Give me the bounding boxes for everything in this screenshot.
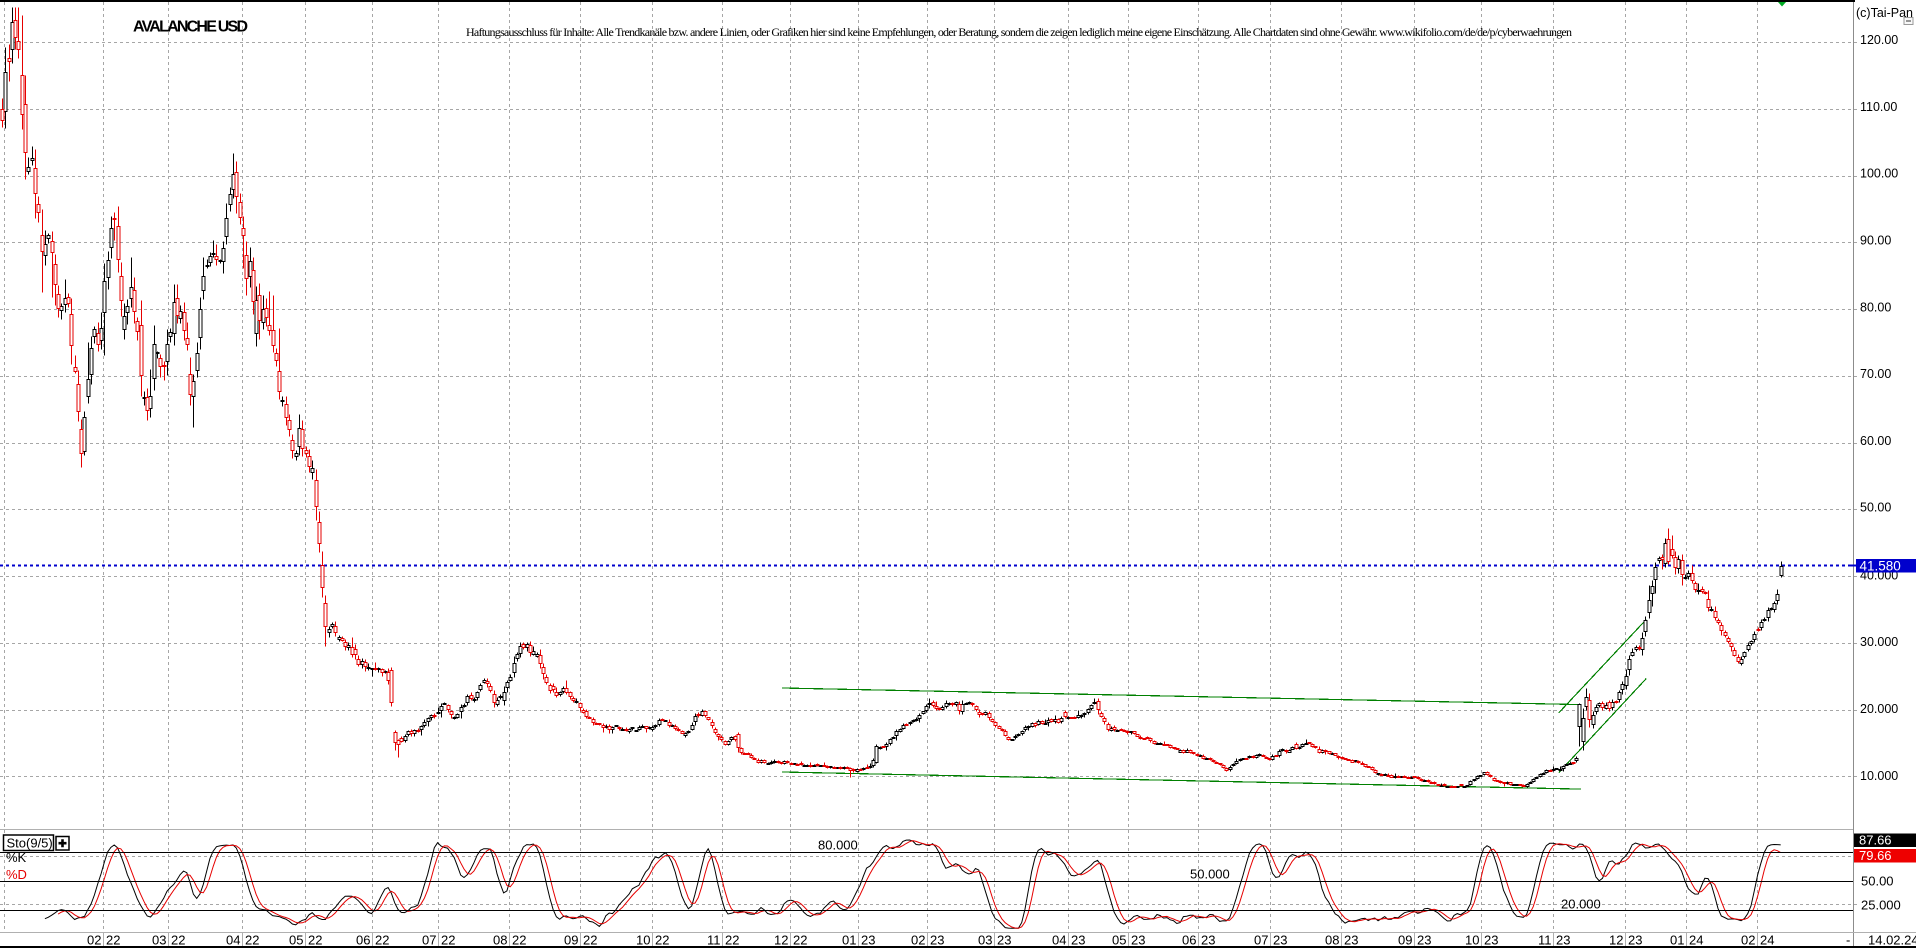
svg-text:23: 23: [1556, 933, 1570, 948]
svg-text:50.00: 50.00: [1861, 874, 1894, 889]
svg-text:23: 23: [1484, 933, 1498, 948]
svg-text:23: 23: [1273, 933, 1287, 948]
svg-text:80.000: 80.000: [818, 838, 858, 853]
svg-text:22: 22: [308, 933, 322, 948]
svg-text:12: 12: [1609, 933, 1623, 948]
svg-text:23: 23: [997, 933, 1011, 948]
svg-text:70.00: 70.00: [1860, 367, 1891, 381]
svg-text:110.00: 110.00: [1860, 100, 1897, 114]
svg-text:10: 10: [636, 933, 650, 948]
svg-text:23: 23: [1344, 933, 1358, 948]
svg-text:%D: %D: [6, 867, 27, 882]
svg-text:22: 22: [655, 933, 669, 948]
svg-text:11: 11: [707, 933, 721, 948]
svg-text:23: 23: [930, 933, 944, 948]
svg-text:23: 23: [1131, 933, 1145, 948]
svg-text:50.000: 50.000: [1190, 867, 1230, 882]
svg-text:22: 22: [793, 933, 807, 948]
svg-text:07: 07: [1254, 933, 1268, 948]
svg-text:02: 02: [1741, 933, 1755, 948]
svg-text:10.000: 10.000: [1860, 769, 1898, 783]
svg-text:22: 22: [245, 933, 259, 948]
svg-text:12: 12: [774, 933, 788, 948]
svg-text:22: 22: [375, 933, 389, 948]
svg-text:20.000: 20.000: [1860, 702, 1898, 716]
svg-text:Sto(9/5): Sto(9/5): [7, 836, 53, 851]
svg-text:14.02.24: 14.02.24: [1868, 933, 1916, 948]
svg-text:100.00: 100.00: [1860, 167, 1898, 181]
svg-text:05: 05: [1112, 933, 1126, 948]
svg-text:22: 22: [583, 933, 597, 948]
svg-text:90.00: 90.00: [1860, 234, 1891, 248]
svg-text:01: 01: [1670, 933, 1684, 948]
svg-text:Haftungsausschluss für Inhalte: Haftungsausschluss für Inhalte: Alle Tre…: [466, 25, 1572, 39]
svg-text:50.00: 50.00: [1860, 501, 1891, 515]
svg-text:120.00: 120.00: [1860, 33, 1898, 47]
svg-text:22: 22: [106, 933, 120, 948]
svg-text:09: 09: [1398, 933, 1412, 948]
svg-text:06: 06: [1182, 933, 1196, 948]
svg-text:10: 10: [1465, 933, 1479, 948]
svg-text:02: 02: [911, 933, 925, 948]
svg-text:87.66: 87.66: [1859, 833, 1892, 848]
svg-text:(c)Tai-Pan: (c)Tai-Pan: [1856, 6, 1913, 20]
svg-text:04: 04: [226, 933, 240, 948]
svg-text:24: 24: [1760, 933, 1774, 948]
svg-text:60.00: 60.00: [1860, 434, 1891, 448]
svg-text:05: 05: [289, 933, 303, 948]
svg-text:11: 11: [1538, 933, 1552, 948]
svg-text:22: 22: [512, 933, 526, 948]
svg-text:%K: %K: [6, 850, 27, 865]
svg-text:24: 24: [1689, 933, 1703, 948]
svg-text:08: 08: [493, 933, 507, 948]
svg-text:08: 08: [1325, 933, 1339, 948]
svg-text:01: 01: [842, 933, 856, 948]
svg-text:23: 23: [1201, 933, 1215, 948]
svg-text:23: 23: [1071, 933, 1085, 948]
svg-text:41.580: 41.580: [1860, 559, 1901, 574]
svg-text:22: 22: [441, 933, 455, 948]
svg-text:02: 02: [87, 933, 101, 948]
svg-text:09: 09: [564, 933, 578, 948]
svg-text:80.00: 80.00: [1860, 300, 1891, 314]
svg-text:-: -: [1846, 933, 1850, 948]
svg-text:20.000: 20.000: [1561, 897, 1601, 912]
svg-text:03: 03: [978, 933, 992, 948]
svg-text:23: 23: [1417, 933, 1431, 948]
svg-text:03: 03: [152, 933, 166, 948]
svg-text:07: 07: [422, 933, 436, 948]
svg-text:25.000: 25.000: [1861, 898, 1901, 913]
svg-text:22: 22: [171, 933, 185, 948]
svg-text:06: 06: [356, 933, 370, 948]
svg-text:AVALANCHE USD: AVALANCHE USD: [133, 19, 248, 36]
svg-text:23: 23: [861, 933, 875, 948]
svg-text:30.000: 30.000: [1860, 635, 1898, 649]
svg-text:79.66: 79.66: [1859, 848, 1892, 863]
svg-text:23: 23: [1628, 933, 1642, 948]
svg-text:04: 04: [1052, 933, 1066, 948]
svg-text:22: 22: [725, 933, 739, 948]
